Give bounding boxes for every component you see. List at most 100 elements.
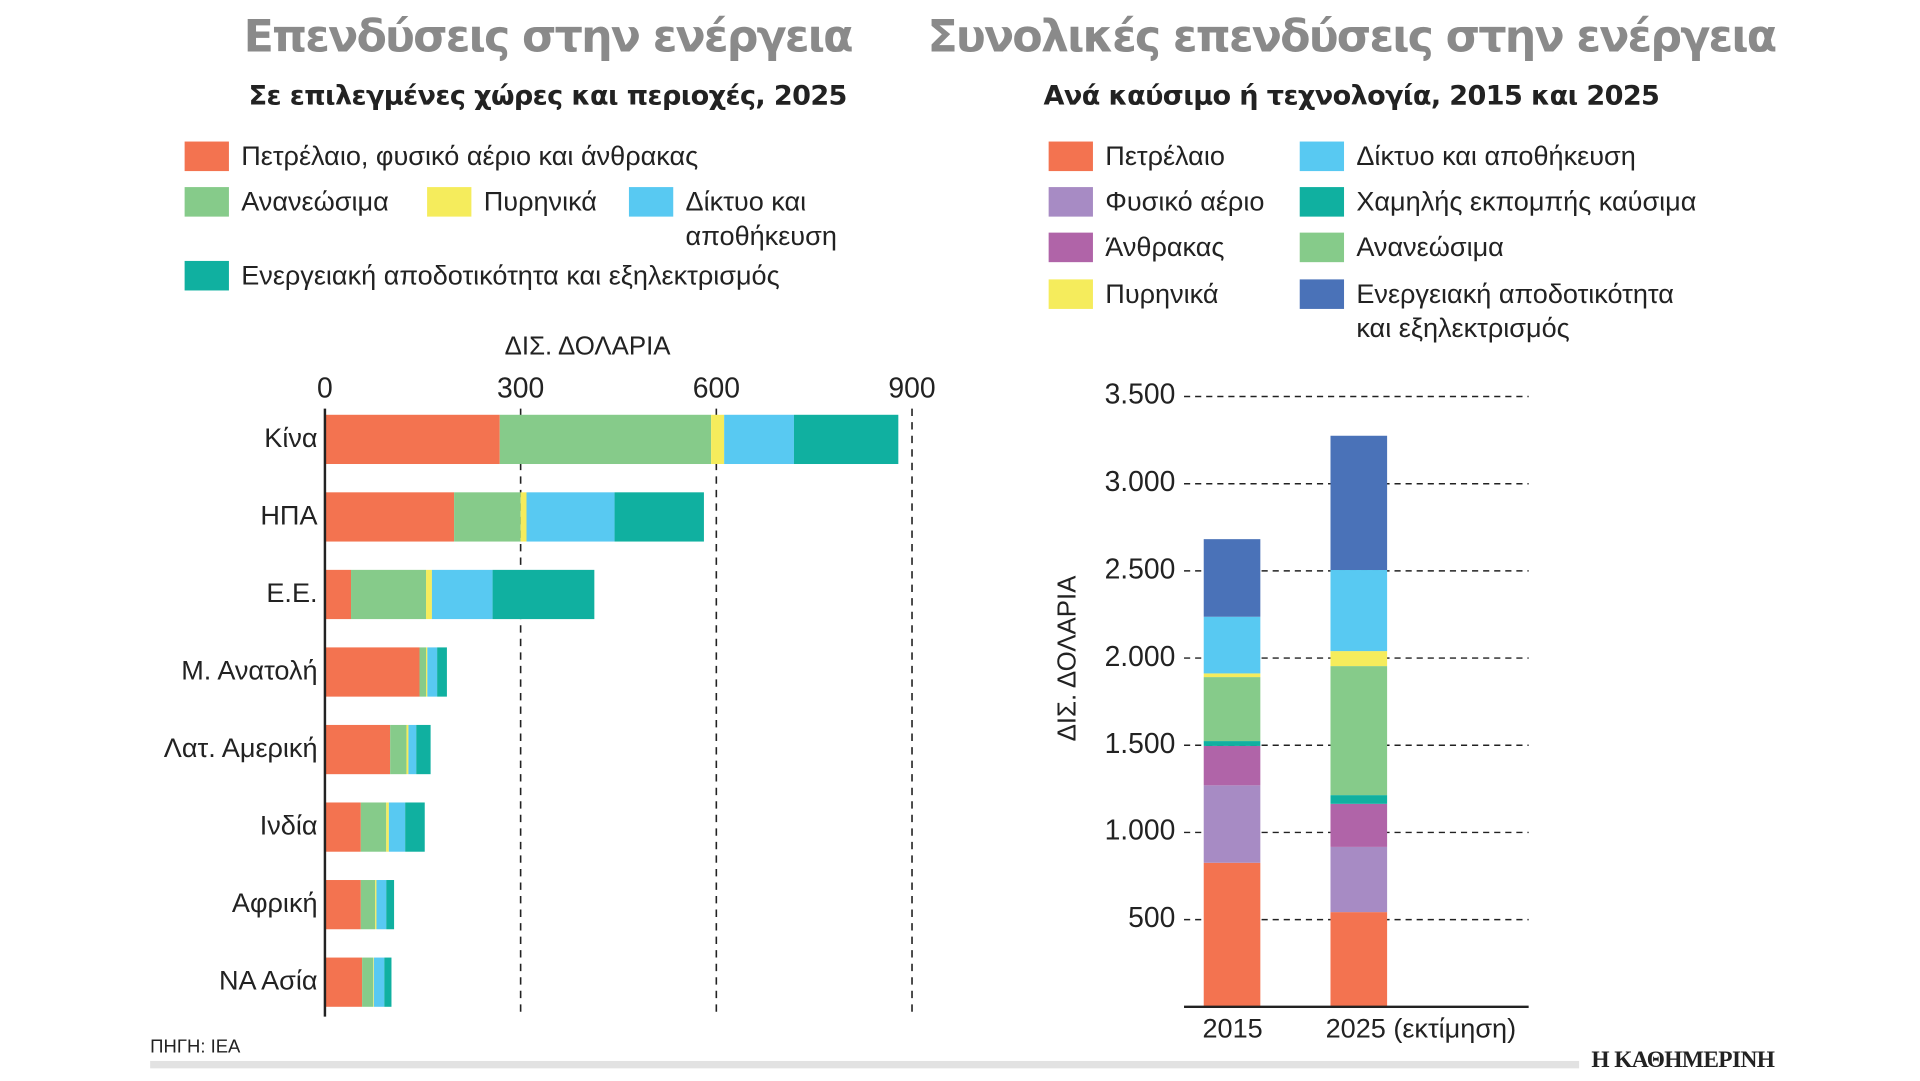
- legend-item: Πυρηνικά: [427, 185, 597, 219]
- bar-segment: [390, 724, 407, 775]
- bar-segment: [526, 492, 615, 542]
- bar-segment: [520, 492, 527, 542]
- bar-segment: [376, 880, 387, 930]
- legend-swatch: [1299, 232, 1345, 263]
- bar-segment: [454, 492, 521, 542]
- left-subtitle: Σε επιλεγμένες χώρες και περιοχές, 2025: [248, 81, 848, 113]
- bar-segment: [406, 724, 409, 775]
- legend-label: Ανανεώσιμα: [241, 185, 389, 217]
- bar-segment: [360, 802, 387, 852]
- x-axis-title: ΔΙΣ. ΔΟΛΑΡΙΑ: [504, 332, 671, 361]
- category-label: Ε.Ε.: [266, 577, 318, 609]
- left-title: Επενδύσεις στην ενέργεια: [243, 12, 854, 63]
- bar-segment: [793, 414, 899, 465]
- bar-segment: [324, 724, 391, 775]
- legend-swatch: [184, 260, 229, 291]
- category-label: ΝΑ Ασία: [218, 964, 318, 996]
- y-axis-title: ΔΙΣ. ΔΟΛΑΡΙΑ: [1053, 575, 1082, 742]
- bar-segment: [1330, 795, 1388, 804]
- source-note: ΠΗΓΗ: IEA: [150, 1036, 241, 1058]
- bar-segment: [324, 569, 352, 620]
- bar-segment: [388, 802, 406, 852]
- right-title: Συνολικές επενδύσεις στην ενέργεια: [927, 12, 1777, 63]
- legend-item: Χαμηλής εκπομπής καύσιμα: [1299, 185, 1697, 219]
- legend-swatch: [1048, 279, 1093, 309]
- x-category-label: 2025 (εκτίμηση): [1325, 1012, 1517, 1044]
- legend-item: Πετρέλαιο, φυσικό αέριο και άνθρακας: [184, 139, 699, 173]
- bar-segment: [375, 880, 377, 930]
- bar-segment: [437, 647, 447, 697]
- bar-segment: [426, 647, 428, 697]
- bar-segment: [427, 647, 438, 697]
- legend-item: Ενεργειακή αποδοτικότητα και εξηλεκτρισμό…: [1299, 277, 1674, 346]
- bar-segment: [724, 414, 794, 465]
- bar-segment: [324, 414, 500, 465]
- bar-segment: [351, 569, 427, 620]
- bar-segment: [373, 957, 374, 1007]
- bar-segment: [1203, 785, 1261, 863]
- y-tick-label: 500: [1128, 901, 1176, 934]
- legend-swatch: [1048, 187, 1093, 217]
- legend-swatch: [427, 187, 472, 217]
- x-tick-label: 0: [317, 371, 333, 404]
- legend-swatch: [1299, 279, 1345, 309]
- legend-item: Ενεργειακή αποδοτικότητα και εξηλεκτρισμ…: [184, 258, 780, 292]
- y-tick-label: 1.500: [1104, 726, 1176, 759]
- bar-segment: [1330, 912, 1388, 1007]
- legend-label: Ενεργειακή αποδοτικότητα και εξηλεκτρισμ…: [241, 259, 780, 291]
- bar-segment: [405, 802, 425, 852]
- bar-segment: [499, 414, 712, 465]
- bar-segment: [1330, 651, 1388, 667]
- y-tick-label: 3.500: [1104, 378, 1176, 411]
- legend-label: Δίκτυο και αποθήκευση: [1356, 140, 1636, 172]
- legend-swatch: [628, 187, 674, 217]
- bar-segment: [431, 569, 493, 620]
- legend-label: Πετρέλαιο: [1105, 140, 1225, 172]
- x-tick-label: 300: [497, 371, 545, 404]
- y-tick-label: 3.000: [1104, 465, 1176, 498]
- legend-swatch: [184, 187, 229, 217]
- legend-label: Χαμηλής εκπομπής καύσιμα: [1356, 185, 1697, 217]
- bar-segment: [1330, 570, 1388, 652]
- bar-segment: [1203, 616, 1261, 674]
- legend-swatch: [184, 141, 229, 172]
- legend-label: Πυρηνικά: [483, 185, 597, 217]
- bar-segment: [1203, 745, 1261, 786]
- logo: Η ΚΑΘΗΜΕΡΙΝΗ: [1591, 1047, 1775, 1074]
- y-tick-label: 2.500: [1104, 552, 1176, 585]
- bar-segment: [1203, 673, 1261, 678]
- bar-segment: [1203, 539, 1261, 617]
- legend-label-line2: και εξηλεκτρισμός: [1356, 312, 1570, 344]
- legend-label: Φυσικό αέριο: [1105, 185, 1265, 217]
- legend-item: Δίκτυο και αποθήκευση: [1299, 139, 1636, 173]
- legend-label: Πετρέλαιο, φυσικό αέριο και άνθρακας: [241, 140, 699, 172]
- bar-segment: [1330, 435, 1388, 571]
- legend-label: Ανανεώσιμα: [1356, 231, 1504, 263]
- bar-segment: [408, 724, 417, 775]
- bar-segment: [1203, 741, 1261, 746]
- category-label: Μ. Ανατολή: [181, 654, 318, 686]
- bar-segment: [384, 957, 392, 1007]
- category-label: Ινδία: [259, 809, 318, 841]
- bar-segment: [1330, 666, 1388, 796]
- bar-segment: [324, 957, 363, 1007]
- legend-item: Ανανεώσιμα: [1299, 230, 1504, 264]
- bar-segment: [426, 569, 432, 620]
- legend-label: Άνθρακας: [1105, 231, 1225, 263]
- y-tick-label: 2.000: [1104, 639, 1176, 672]
- legend-swatch: [1299, 141, 1345, 172]
- bar-segment: [416, 724, 431, 775]
- category-label: Λατ. Αμερική: [163, 732, 318, 764]
- legend-label: Πυρηνικά: [1105, 278, 1219, 309]
- bar-segment: [362, 957, 374, 1007]
- bar-segment: [614, 492, 704, 542]
- x-tick-label: 600: [692, 371, 740, 404]
- bar-segment: [324, 802, 361, 852]
- bar-segment: [419, 647, 427, 697]
- legend-item: Ανανεώσιμα: [184, 185, 389, 219]
- bar-segment: [1330, 846, 1388, 913]
- bar-segment: [1330, 803, 1388, 847]
- bar-segment: [492, 569, 595, 620]
- right-subtitle: Ανά καύσιμο ή τεχνολογία, 2015 και 2025: [1043, 81, 1660, 113]
- bar-segment: [324, 647, 420, 697]
